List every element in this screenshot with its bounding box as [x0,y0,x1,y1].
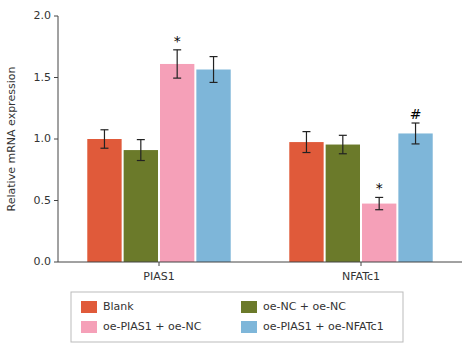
error-line [342,135,343,153]
annotation: # [410,106,422,122]
y-tick-label: 0.0 [34,255,52,268]
error-cap [100,129,108,130]
y-tick-label: 0.5 [34,194,52,207]
bar [326,145,360,262]
x-tick-label: PIAS1 [143,270,174,283]
error-cap [210,56,218,57]
y-tick-label: 1.0 [34,132,52,145]
annotation: * [376,180,383,196]
y-tick [54,139,58,140]
error-cap [339,135,347,136]
error-cap [137,139,145,140]
error-cap [339,153,347,154]
error-cap [412,143,420,144]
annotation: * [174,33,181,49]
legend-swatch [241,321,257,333]
y-tick-label: 1.5 [34,71,52,84]
error-cap [100,148,108,149]
error-cap [302,131,310,132]
chart: 0.0 0.5 1.0 1.5 2.0 PIAS1 NFATc1 Relative mRNA … [0,0,474,348]
legend-label: oe-NC + oe-NC [263,300,346,313]
error-line [306,132,307,153]
y-tick [54,77,58,78]
y-tick [54,200,58,201]
bar [196,70,230,262]
error-line [415,123,416,144]
error-bar [137,140,145,161]
legend-swatch [81,321,97,333]
error-cap [173,49,181,50]
error-line [177,50,178,78]
y-tick-label: 2.0 [34,9,52,22]
legend-swatch [241,301,257,313]
error-line [213,57,214,83]
error-bar [375,197,383,209]
bar [362,204,396,262]
bar [398,133,432,262]
error-bar [302,132,310,153]
bar [124,150,158,262]
x-tick-label: NFATc1 [342,270,380,283]
x-tick [159,262,160,266]
error-cap [173,78,181,79]
error-line [379,197,380,209]
plot-area [87,50,432,262]
legend-frame [71,292,403,342]
legend-label: oe-PIAS1 + oe-NFATc1 [263,320,384,333]
error-cap [210,82,218,83]
error-cap [137,160,145,161]
error-cap [302,152,310,153]
legend: Blank oe-NC + oe-NC oe-PIAS1 + oe-NC oe-PIA… [71,292,403,342]
x-tick [361,262,362,266]
legend-label: oe-PIAS1 + oe-NC [103,320,202,333]
y-tick [54,16,58,17]
error-bar [100,130,108,148]
y-axis-label: Relative mRNA expression [5,67,18,212]
error-line [140,140,141,161]
error-bar [412,123,420,144]
error-line [104,130,105,148]
error-cap [375,197,383,198]
error-bar [339,135,347,153]
legend-label: Blank [103,300,134,313]
error-bar [210,57,218,83]
bar [160,64,194,262]
x-axis-line [58,262,462,263]
error-bar [173,50,181,78]
bar [289,142,323,262]
legend-swatch [81,301,97,313]
error-cap [412,122,420,123]
y-tick [54,262,58,263]
error-cap [375,209,383,210]
bar [87,139,121,262]
